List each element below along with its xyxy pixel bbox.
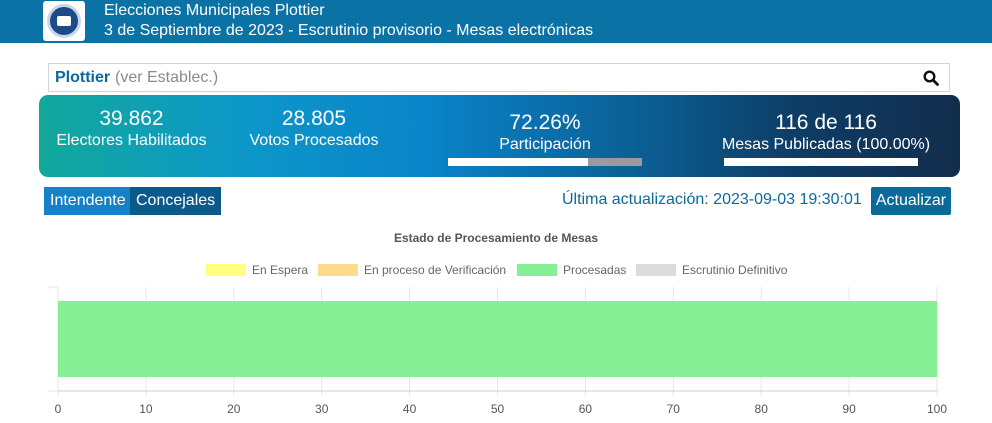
participacion-value: 72.26% [509, 111, 581, 134]
ver-establecimientos-link[interactable]: (ver Establec.) [115, 69, 219, 86]
tab-concejales[interactable]: Concejales [130, 187, 222, 215]
stat-participacion: 72.26% Participación [448, 111, 642, 155]
legend-swatch-procesadas [517, 264, 557, 276]
x-tick-label: 40 [403, 402, 417, 416]
mesas-progress-fill [724, 158, 918, 166]
votos-label: Votos Procesados [249, 132, 379, 149]
legend-label-en-espera: En Espera [252, 263, 309, 277]
stat-electores: 39.862 Electores Habilitados [39, 107, 224, 151]
search-city-name: Plottier [55, 69, 111, 86]
search-bar[interactable]: Plottier (ver Establec.) [48, 63, 950, 92]
search-icon[interactable] [923, 70, 939, 86]
x-tick-label: 20 [227, 402, 241, 416]
header-subtitle: 3 de Septiembre de 2023 - Escrutinio pro… [104, 22, 594, 39]
x-tick-label: 30 [315, 402, 329, 416]
mesas-label: Mesas Publicadas (100.00%) [721, 136, 931, 153]
stat-votos: 28.805 Votos Procesados [239, 107, 389, 151]
legend-label-verificacion: En proceso de Verificación [364, 263, 507, 277]
update-button[interactable]: Actualizar [871, 187, 951, 215]
participacion-progress-fill [448, 158, 589, 166]
x-tick-label: 100 [927, 402, 947, 416]
mesas-progress [724, 158, 918, 166]
x-tick-label: 50 [491, 402, 505, 416]
stat-mesas: 116 de 116 Mesas Publicadas (100.00%) [701, 111, 951, 155]
x-tick-label: 60 [579, 402, 593, 416]
electores-value: 39.862 [99, 107, 164, 130]
x-tick-label: 0 [55, 402, 62, 416]
x-tick-label: 80 [755, 402, 769, 416]
legend-swatch-definitivo [636, 264, 676, 276]
legend-swatch-verificacion [318, 264, 358, 276]
votos-value: 28.805 [281, 107, 347, 130]
mesas-value: 116 de 116 [775, 111, 877, 134]
legend-label-definitivo: Escrutinio Definitivo [682, 263, 788, 277]
municipal-seal-icon [43, 1, 85, 41]
legend-swatch-en-espera [206, 264, 246, 276]
legend-label-procesadas: Procesadas [563, 263, 627, 277]
participacion-progress [448, 158, 642, 166]
x-tick-label: 10 [139, 402, 153, 416]
header-title: Elecciones Municipales Plottier [104, 2, 325, 19]
x-tick-label: 90 [842, 402, 856, 416]
x-tick-label: 70 [667, 402, 681, 416]
last-update-text: Última actualización: 2023-09-03 19:30:0… [562, 191, 862, 208]
stats-banner: 39.862 Electores Habilitados 28.805 Voto… [39, 95, 960, 177]
participacion-label: Participación [499, 136, 591, 153]
bar-procesadas [58, 301, 937, 377]
app-header: Elecciones Municipales Plottier 3 de Sep… [0, 0, 992, 43]
tab-intendente[interactable]: Intendente [44, 187, 132, 215]
electores-label: Electores Habilitados [56, 132, 207, 149]
chart-title: Estado de Procesamiento de Mesas [393, 231, 599, 245]
